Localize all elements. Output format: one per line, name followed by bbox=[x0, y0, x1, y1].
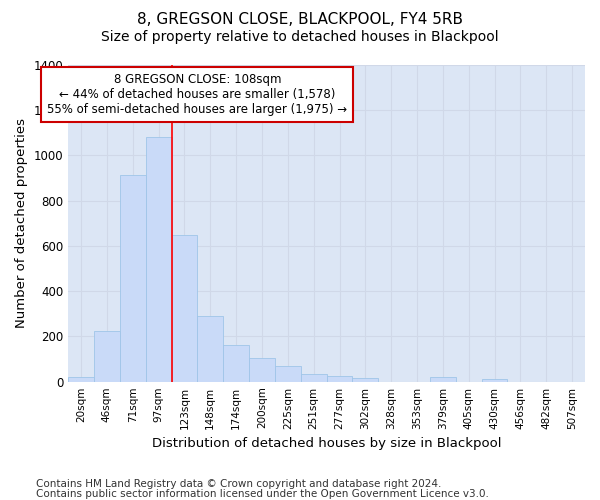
Bar bbox=[326, 376, 352, 382]
Bar bbox=[172, 234, 197, 382]
X-axis label: Distribution of detached houses by size in Blackpool: Distribution of detached houses by size … bbox=[152, 437, 502, 450]
Bar bbox=[275, 366, 301, 382]
Bar bbox=[352, 378, 378, 382]
Bar bbox=[249, 358, 275, 382]
Bar bbox=[301, 374, 326, 382]
Text: 8, GREGSON CLOSE, BLACKPOOL, FY4 5RB: 8, GREGSON CLOSE, BLACKPOOL, FY4 5RB bbox=[137, 12, 463, 28]
Bar bbox=[68, 377, 94, 382]
Text: Contains HM Land Registry data © Crown copyright and database right 2024.: Contains HM Land Registry data © Crown c… bbox=[36, 479, 442, 489]
Text: Size of property relative to detached houses in Blackpool: Size of property relative to detached ho… bbox=[101, 30, 499, 44]
Bar bbox=[197, 316, 223, 382]
Bar bbox=[223, 346, 249, 382]
Text: 8 GREGSON CLOSE: 108sqm
← 44% of detached houses are smaller (1,578)
55% of semi: 8 GREGSON CLOSE: 108sqm ← 44% of detache… bbox=[47, 73, 347, 116]
Text: Contains public sector information licensed under the Open Government Licence v3: Contains public sector information licen… bbox=[36, 489, 489, 499]
Bar bbox=[482, 380, 508, 382]
Bar bbox=[94, 331, 120, 382]
Bar bbox=[146, 138, 172, 382]
Bar bbox=[120, 174, 146, 382]
Bar bbox=[430, 377, 456, 382]
Y-axis label: Number of detached properties: Number of detached properties bbox=[15, 118, 28, 328]
